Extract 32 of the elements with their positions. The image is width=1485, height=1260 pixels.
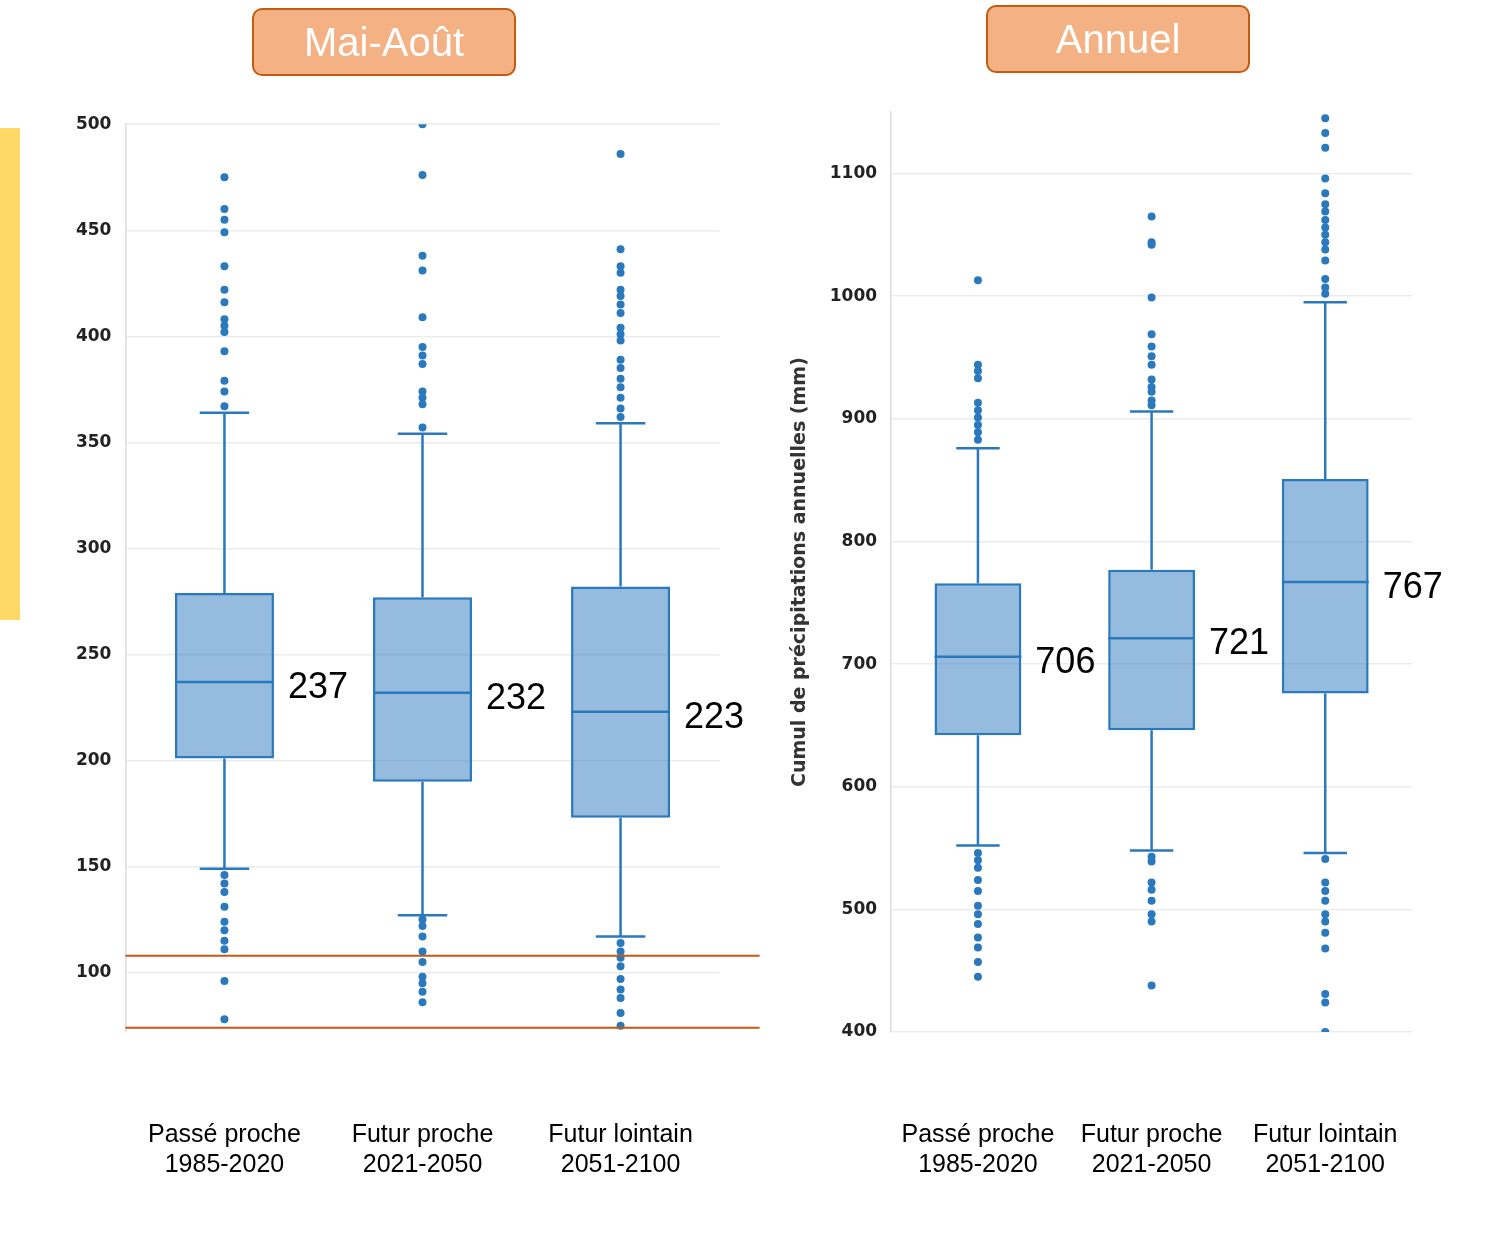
y-tick-label: 350 — [75, 430, 112, 451]
text: 706 — [1035, 639, 1096, 681]
chart-title: Mai-Août — [252, 8, 516, 76]
text: 237 — [287, 664, 349, 706]
y-tick-label: 150 — [75, 854, 112, 875]
y-tick-label: 1000 — [829, 284, 878, 305]
y-tick-label: 400 — [75, 324, 112, 345]
y-tick-label: 250 — [75, 642, 112, 663]
y-tick-label: 400 — [841, 1020, 878, 1041]
x-tick-label: Futur lointain 2051-2100 — [548, 1118, 693, 1177]
y-tick-label: 500 — [841, 897, 878, 918]
x-tick-label: Futur proche 2021-2050 — [1080, 1118, 1223, 1177]
x-tick-label: Passé proche 1985-2020 — [901, 1118, 1055, 1177]
chart-title: Annuel — [986, 5, 1250, 73]
text: 232 — [486, 675, 547, 717]
y-tick-label: 500 — [75, 112, 112, 133]
y-tick-label: 300 — [75, 536, 112, 557]
text: 223 — [684, 694, 745, 736]
y-tick-label: 200 — [75, 748, 112, 769]
y-tick-label: 800 — [841, 529, 878, 550]
x-tick-label: Passé proche 1985-2020 — [148, 1118, 301, 1177]
y-tick-label: 1100 — [829, 161, 878, 182]
y-tick-label: 900 — [841, 407, 878, 428]
y-tick-label: 700 — [841, 652, 878, 673]
y-axis-title: Cumul de précipitations annuelles (mm) — [787, 357, 810, 788]
x-tick-label: Futur lointain 2051-2100 — [1252, 1118, 1398, 1177]
y-tick-label: 100 — [75, 961, 112, 982]
y-tick-label: 600 — [841, 775, 878, 796]
y-tick-label: 450 — [75, 218, 112, 239]
text: 767 — [1382, 564, 1443, 606]
x-tick-label: Futur proche 2021-2050 — [351, 1118, 494, 1177]
text: 721 — [1209, 621, 1270, 663]
